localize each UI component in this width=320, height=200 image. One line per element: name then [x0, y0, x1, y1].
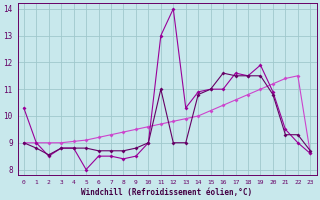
X-axis label: Windchill (Refroidissement éolien,°C): Windchill (Refroidissement éolien,°C)	[82, 188, 252, 197]
